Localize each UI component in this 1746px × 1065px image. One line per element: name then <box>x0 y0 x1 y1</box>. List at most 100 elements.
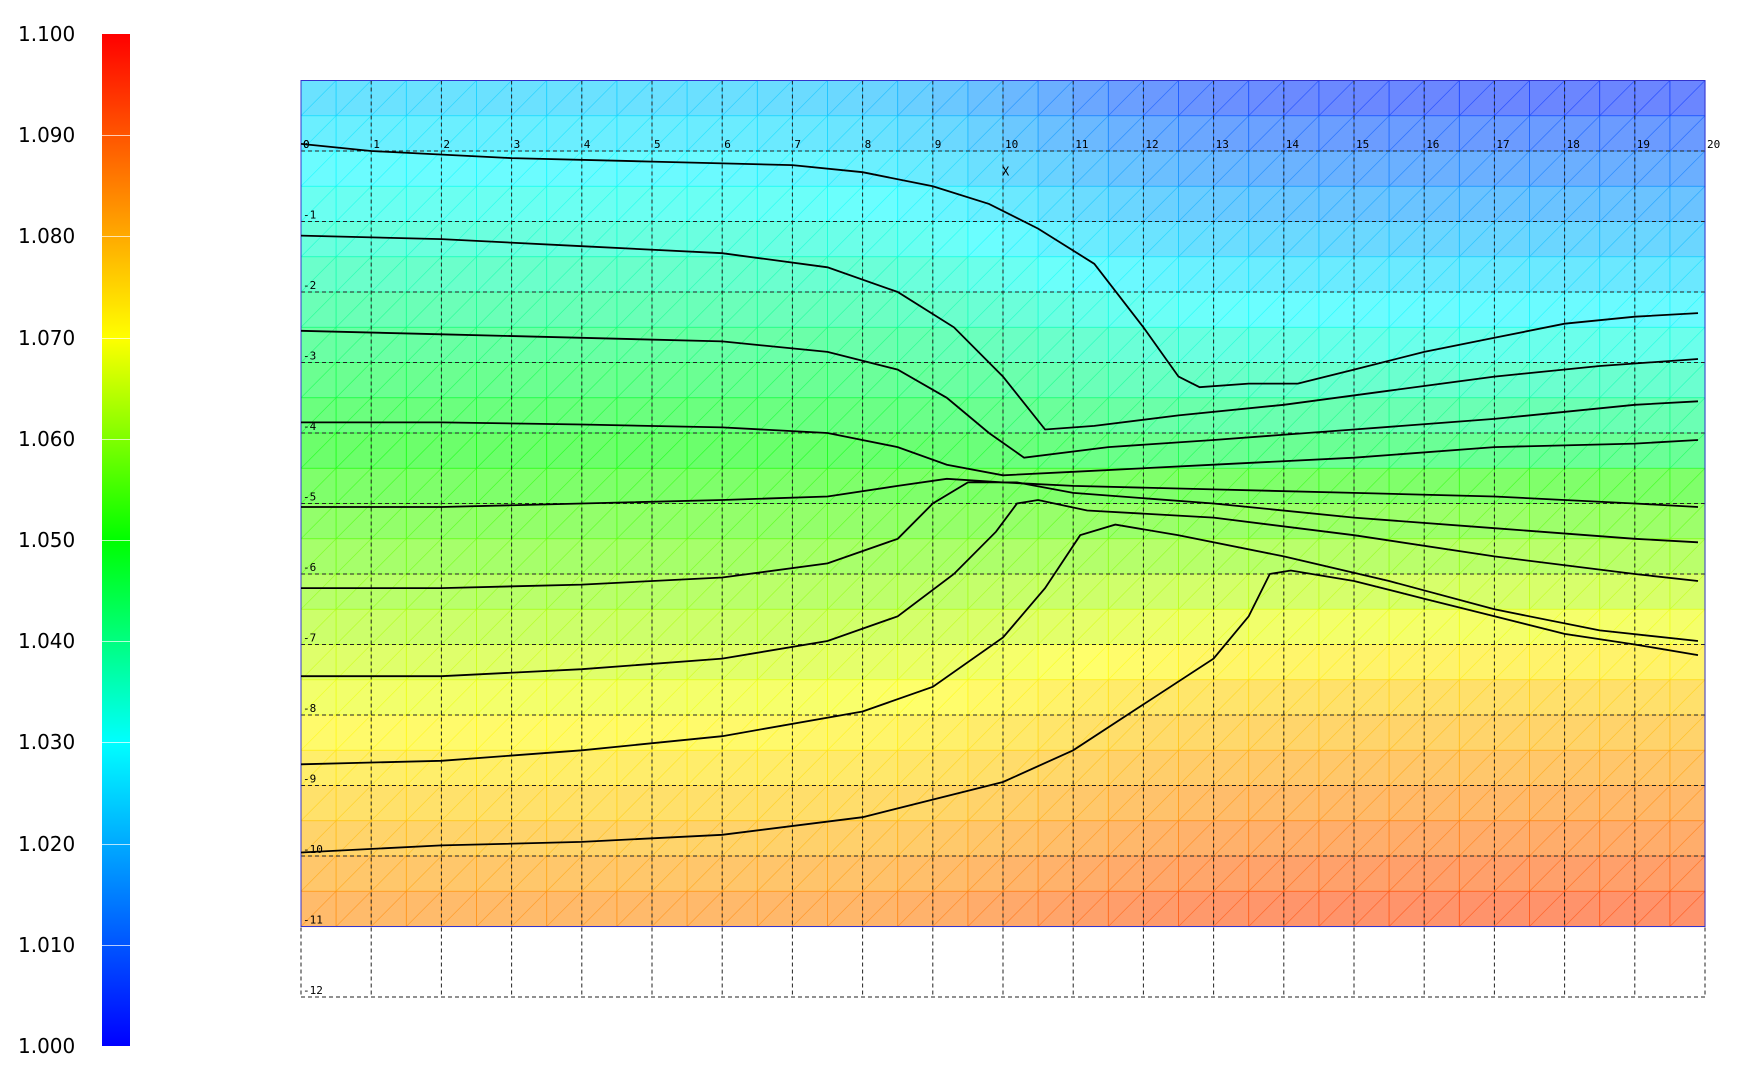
field-cell <box>301 362 337 399</box>
field-cell <box>687 292 723 328</box>
field-cell <box>371 609 407 646</box>
field-cell <box>1354 80 1390 117</box>
field-cell <box>1108 292 1144 328</box>
field-cell <box>546 856 583 892</box>
field-cell <box>1634 715 1671 751</box>
field-cell <box>652 715 688 751</box>
field-cell <box>652 538 688 575</box>
field-cell <box>511 256 548 293</box>
field-cell <box>1599 785 1636 822</box>
field-cell <box>1038 644 1074 681</box>
field-cell <box>1073 151 1109 187</box>
field-cell <box>1318 292 1355 328</box>
field-cell <box>581 115 618 152</box>
field-cell <box>1424 256 1460 293</box>
field-cell <box>1213 644 1250 681</box>
field-cell <box>722 503 758 540</box>
field-cell <box>1283 538 1320 575</box>
field-cell <box>1389 679 1425 716</box>
field-cell <box>1494 80 1531 117</box>
field-cell <box>1038 115 1074 152</box>
field-cell <box>1283 433 1320 469</box>
field-cell <box>1318 785 1355 822</box>
field-cell <box>1354 468 1390 505</box>
field-cell <box>336 397 372 434</box>
field-cell <box>616 574 653 610</box>
field-cell <box>827 397 864 434</box>
field-cell <box>1669 644 1706 681</box>
field-cell <box>967 574 1004 610</box>
field-cell <box>1283 327 1320 364</box>
field-cell <box>1529 679 1566 716</box>
field-cell <box>476 186 513 223</box>
field-cell <box>1389 538 1425 575</box>
field-cell <box>862 80 899 117</box>
field-cell <box>757 292 793 328</box>
field-cell <box>1564 186 1601 223</box>
field-cell <box>862 327 899 364</box>
field-cell <box>652 679 688 716</box>
field-cell <box>1038 785 1074 822</box>
field-cell <box>652 256 688 293</box>
field-cell <box>967 503 1004 540</box>
field-cell <box>1143 115 1180 152</box>
field-cell <box>687 433 723 469</box>
field-cell <box>1494 679 1531 716</box>
field-cell <box>687 256 723 293</box>
field-cell <box>1003 679 1039 716</box>
field-cell <box>1003 80 1039 117</box>
field-cell <box>1143 574 1180 610</box>
field-cell <box>757 397 793 434</box>
field-cell <box>1599 574 1636 610</box>
field-cell <box>1108 785 1144 822</box>
field-cell <box>581 891 618 928</box>
field-cell <box>301 221 337 258</box>
field-cell <box>1389 186 1425 223</box>
field-cell <box>1003 574 1039 610</box>
x-tick-label: 1 <box>373 138 380 151</box>
field-cell <box>1494 750 1531 787</box>
field-cell <box>1494 503 1531 540</box>
field-cell <box>1389 715 1425 751</box>
field-cell <box>1529 433 1566 469</box>
field-cell <box>1634 186 1671 223</box>
field-cell <box>687 856 723 892</box>
field-cell <box>1143 891 1180 928</box>
field-cell <box>336 609 372 646</box>
field-cell <box>722 891 758 928</box>
field-cell <box>1178 186 1215 223</box>
field-cell <box>1634 503 1671 540</box>
field-cell <box>301 292 337 328</box>
field-cell <box>1354 221 1390 258</box>
field-cell <box>371 186 407 223</box>
field-cell <box>1424 115 1460 152</box>
field-cell <box>932 679 969 716</box>
field-cell <box>1003 115 1039 152</box>
field-cell <box>371 433 407 469</box>
field-cell <box>652 891 688 928</box>
field-cell <box>301 80 337 117</box>
field-cell <box>1424 785 1460 822</box>
field-cell <box>441 750 478 787</box>
field-cell <box>1354 292 1390 328</box>
field-cell <box>1003 292 1039 328</box>
field-cell <box>827 221 864 258</box>
field-cell <box>1248 750 1285 787</box>
colorbar-tick-label: 1.070 <box>18 325 76 350</box>
field-cell <box>1529 644 1566 681</box>
y-tick-label: -2 <box>303 279 316 292</box>
field-cell <box>441 785 478 822</box>
field-cell <box>1213 856 1250 892</box>
field-cell <box>1494 574 1531 610</box>
field-cell <box>757 221 793 258</box>
field-cell <box>932 538 969 575</box>
x-tick-label: 19 <box>1637 138 1650 151</box>
field-cell <box>1669 292 1706 328</box>
field-cell <box>1073 327 1109 364</box>
field-cell <box>511 856 548 892</box>
field-cell <box>1143 750 1180 787</box>
field-cell <box>1459 256 1495 293</box>
field-cell <box>1494 715 1531 751</box>
field-cell <box>1459 468 1495 505</box>
field-cell <box>371 115 407 152</box>
